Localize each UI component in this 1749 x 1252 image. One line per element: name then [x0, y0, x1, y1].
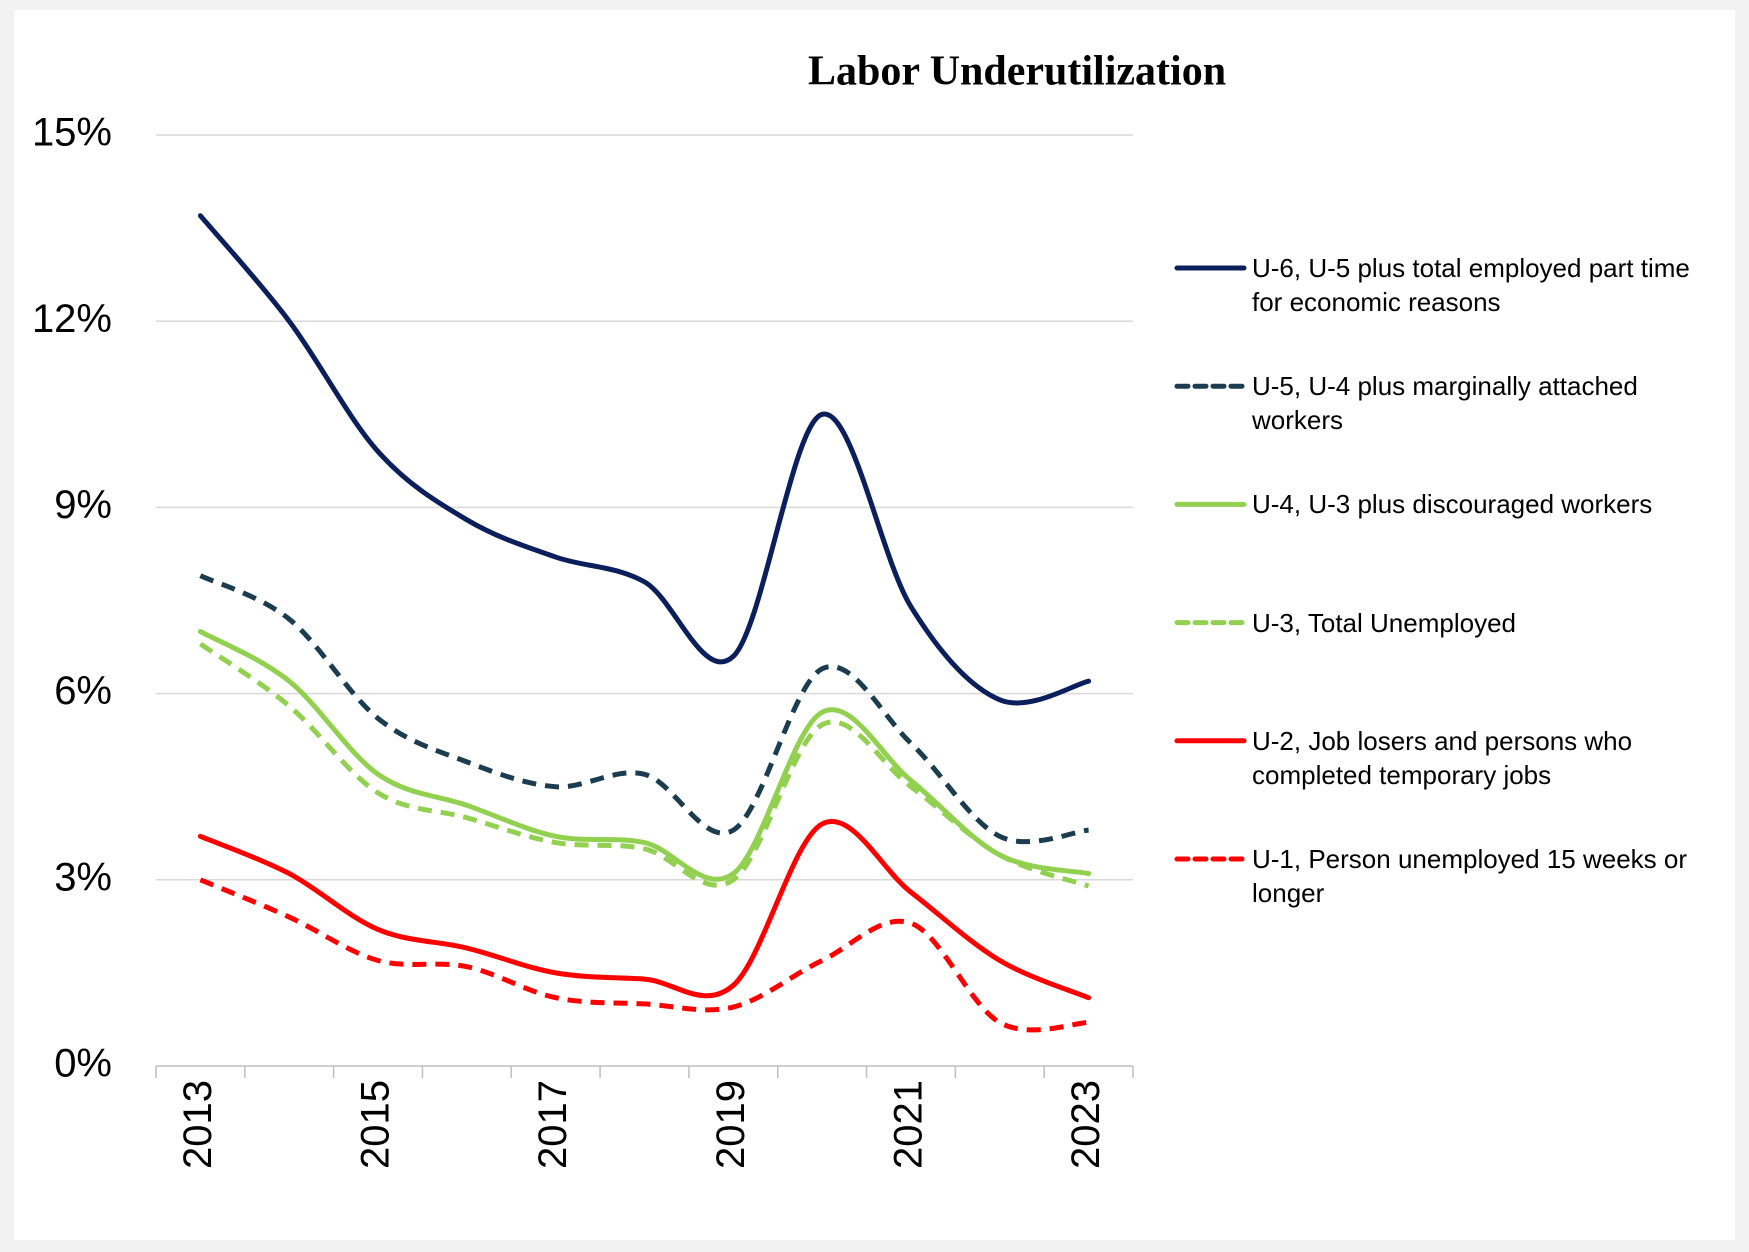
chart-title: Labor Underutilization: [808, 49, 1226, 95]
y-tick-label: 3%: [54, 855, 112, 899]
series-line: [198, 641, 1090, 889]
y-tick-label: 12%: [32, 297, 112, 341]
series-line: [197, 629, 1092, 882]
x-tick-label: 2021: [887, 1080, 931, 1169]
y-tick-label: 6%: [54, 669, 112, 713]
x-tick-label: 2015: [354, 1080, 398, 1169]
legend-label: U-3, Total Unemployed: [1252, 607, 1516, 638]
x-tick-label: 2023: [1064, 1080, 1108, 1169]
x-tick-label: 2019: [709, 1080, 753, 1169]
y-tick-label: 0%: [54, 1042, 112, 1086]
x-tick-label: 2017: [531, 1080, 575, 1169]
series-line: [199, 573, 1089, 845]
legend-label: U-1, Person unemployed 15 weeks or longe…: [1252, 844, 1688, 908]
series-line: [197, 819, 1092, 1001]
legend-label: U-2, Job losers and persons who complete…: [1252, 725, 1633, 790]
legend-label: U-5, U-4 plus marginally attached worker…: [1252, 371, 1638, 436]
chart-panel: [14, 10, 1735, 1240]
series-line: [197, 213, 1092, 706]
legend-label: U-4, U-3 plus discouraged workers: [1252, 489, 1653, 520]
x-tick-label: 2013: [176, 1080, 220, 1169]
series-line: [199, 877, 1089, 1033]
legend-label: U-6, U-5 plus total employed part time f…: [1252, 253, 1690, 317]
y-tick-label: 9%: [54, 483, 112, 527]
y-tick-label: 15%: [32, 111, 112, 155]
